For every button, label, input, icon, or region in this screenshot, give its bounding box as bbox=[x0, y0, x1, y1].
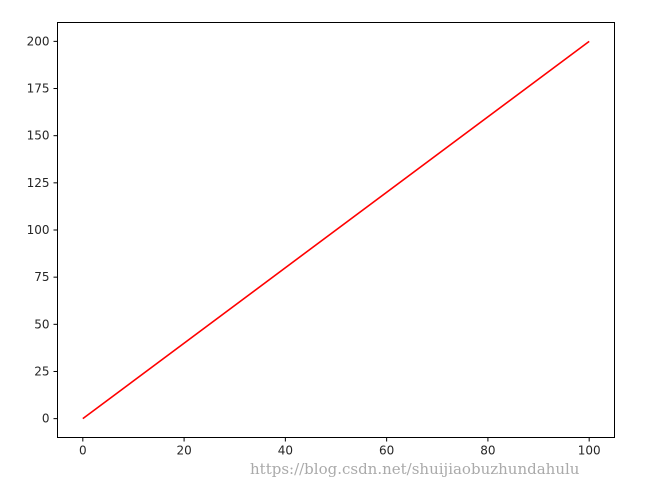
y-tick-label: 25 bbox=[34, 364, 49, 378]
y-tick-label: 100 bbox=[27, 223, 50, 237]
y-tick-label: 50 bbox=[34, 317, 49, 331]
y-tick-label: 125 bbox=[27, 176, 50, 190]
y-tick-label: 175 bbox=[27, 82, 50, 96]
x-tick-label: 40 bbox=[278, 444, 293, 458]
x-tick-label: 0 bbox=[79, 444, 87, 458]
x-tick-label: 80 bbox=[480, 444, 495, 458]
y-tick-label: 0 bbox=[42, 412, 50, 426]
y-tick-label: 75 bbox=[34, 270, 49, 284]
x-tick-label: 20 bbox=[176, 444, 191, 458]
watermark: https://blog.csdn.net/shuijiaobuzhundahu… bbox=[250, 460, 580, 478]
y-tick-label: 150 bbox=[27, 129, 50, 143]
x-tick-label: 100 bbox=[578, 444, 601, 458]
x-tick-label: 60 bbox=[379, 444, 394, 458]
axes-frame bbox=[57, 22, 615, 438]
y-tick-label: 200 bbox=[27, 34, 50, 48]
series-line bbox=[82, 40, 590, 420]
